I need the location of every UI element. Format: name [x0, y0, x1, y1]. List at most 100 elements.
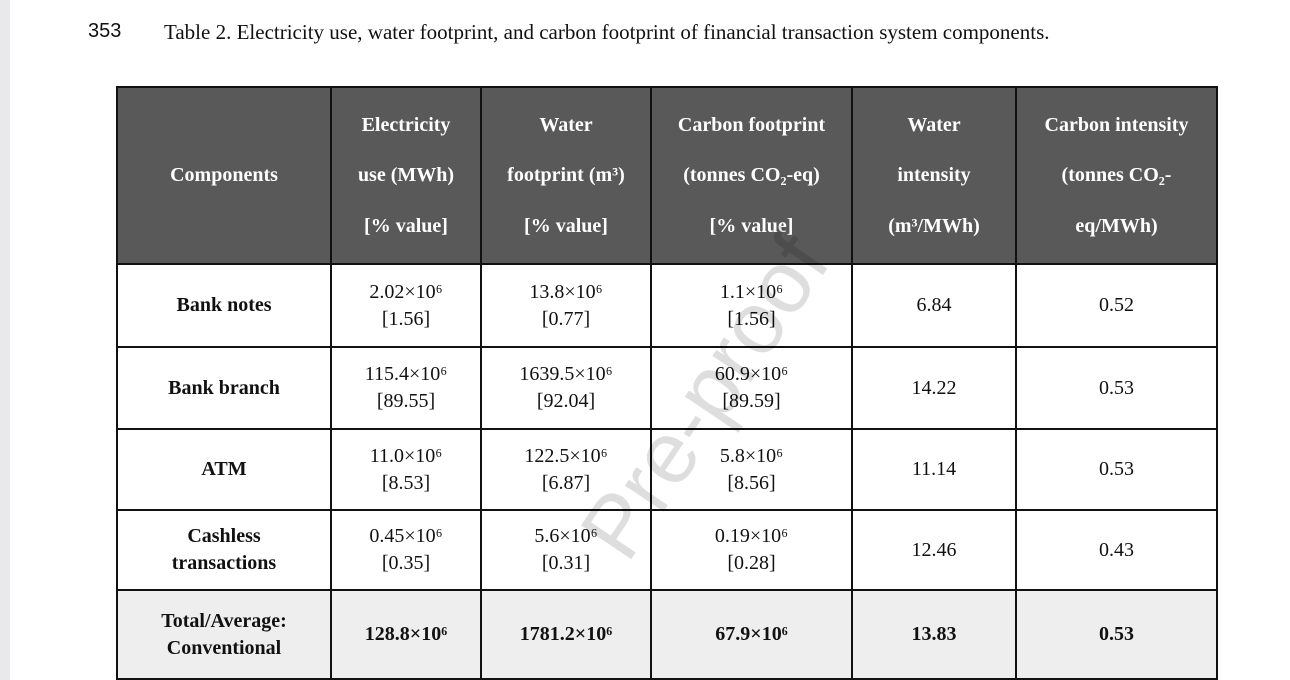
header-cell: Electricity use (MWh) [% value] [332, 88, 482, 265]
table-cell: 0.45×10⁶ [0.35] [332, 511, 482, 591]
cell-text: [6.87] [541, 471, 591, 494]
cell-text: (m³/MWh) [888, 214, 980, 237]
cell-text: [% value] [524, 214, 608, 237]
table-cell: 0.52 [1017, 265, 1218, 348]
cell-text: Bank branch [168, 376, 280, 399]
table-cell: 13.83 [853, 591, 1017, 680]
table-cell: 60.9×10⁶ [89.59] [652, 348, 853, 430]
table-cell: Total/Average: Conventional [118, 591, 332, 680]
cell-text: 11.0×10⁶ [369, 444, 443, 467]
cell-text: transactions [171, 552, 277, 574]
cell-text: Conventional [166, 636, 282, 659]
cell-text: [89.55] [376, 390, 436, 412]
cell-text: 6.84 [916, 294, 952, 316]
cell-text: 14.22 [911, 376, 957, 399]
cell-text: 0.53 [1099, 623, 1134, 645]
cell-text: 60.9×10⁶ [714, 363, 789, 385]
cell-text: [% value] [364, 214, 448, 237]
table-cell: 14.22 [853, 348, 1017, 430]
cell-text: 12.46 [911, 538, 957, 561]
table-cell: 1.1×10⁶ [1.56] [652, 265, 853, 348]
cell-text: 1639.5×10⁶ [519, 363, 613, 385]
cell-text: Bank notes [176, 294, 272, 316]
table-cell: 67.9×10⁶ [652, 591, 853, 680]
cell-text: Carbon intensity [1044, 113, 1189, 136]
cell-text: (tonnes CO₂-eq) [683, 164, 820, 186]
table-cell: 0.19×10⁶ [0.28] [652, 511, 853, 591]
cell-text: 13.8×10⁶ [529, 280, 603, 303]
cell-text: [8.56] [727, 471, 776, 494]
line-number: 353 [88, 20, 122, 42]
cell-text: 5.8×10⁶ [719, 444, 784, 467]
table-cell: 11.0×10⁶ [8.53] [332, 430, 482, 511]
table-cell: Bank branch [118, 348, 332, 430]
cell-text: 128.8×10⁶ [364, 623, 448, 645]
cell-text: [0.35] [381, 552, 431, 574]
cell-text: [92.04] [536, 390, 596, 412]
table-cell: ATM [118, 430, 332, 511]
header-cell: Carbon footprint (tonnes CO₂-eq) [% value] [652, 88, 853, 265]
cell-text: 5.6×10⁶ [534, 525, 598, 547]
cell-text: Water [539, 113, 593, 136]
cell-text: eq/MWh) [1075, 214, 1158, 237]
table-cell: Bank notes [118, 265, 332, 348]
cell-text: [1.56] [381, 307, 431, 330]
cell-text: [1.56] [727, 307, 776, 330]
table-cell: 0.53 [1017, 348, 1218, 430]
cell-text: footprint (m³) [507, 164, 625, 186]
cell-text: Carbon footprint [677, 113, 826, 136]
table-cell: 5.6×10⁶ [0.31] [482, 511, 652, 591]
cell-text: 1.1×10⁶ [719, 280, 784, 303]
cell-text: Electricity [361, 113, 451, 136]
table-cell: 1781.2×10⁶ [482, 591, 652, 680]
cell-text: ATM [201, 458, 247, 480]
cell-text: 115.4×10⁶ [364, 363, 448, 385]
table-cell: 128.8×10⁶ [332, 591, 482, 680]
header-cell: Carbon intensity (tonnes CO₂- eq/MWh) [1017, 88, 1218, 265]
table-cell: 0.43 [1017, 511, 1218, 591]
cell-text: [8.53] [381, 471, 431, 494]
header-cell: Components [118, 88, 332, 265]
cell-text: 13.83 [911, 623, 957, 645]
header-cell: Water intensity (m³/MWh) [853, 88, 1017, 265]
table-cell: 0.53 [1017, 591, 1218, 680]
table-caption: Table 2. Electricity use, water footprin… [164, 20, 1050, 44]
cell-text: [89.59] [722, 390, 781, 412]
cell-text: [0.77] [541, 307, 591, 330]
cell-text: 0.19×10⁶ [714, 525, 789, 547]
table: Components Electricity use (MWh) [% value] W… [116, 86, 1218, 680]
cell-text: Cashless [187, 525, 261, 547]
cell-text: 0.43 [1099, 538, 1134, 561]
cell-text: [0.28] [727, 552, 776, 574]
page-edge [0, 0, 10, 680]
cell-text: Water [907, 113, 961, 136]
cell-text: [0.31] [541, 552, 591, 574]
table-cell: Cashless transactions [118, 511, 332, 591]
cell-text: (tonnes CO₂- [1061, 164, 1172, 186]
cell-text: intensity [897, 164, 971, 186]
cell-text: 0.45×10⁶ [369, 525, 443, 547]
table-cell: 1639.5×10⁶ [92.04] [482, 348, 652, 430]
cell-text: 11.14 [911, 458, 957, 480]
cell-text: 67.9×10⁶ [715, 623, 788, 645]
table-cell: 2.02×10⁶ [1.56] [332, 265, 482, 348]
cell-text: use (MWh) [357, 164, 455, 186]
cell-text: 0.53 [1099, 376, 1134, 399]
cell-text: 122.5×10⁶ [524, 444, 608, 467]
table-cell: 6.84 [853, 265, 1017, 348]
cell-text: Components [170, 164, 278, 186]
table-cell: 13.8×10⁶ [0.77] [482, 265, 652, 348]
table-cell: 12.46 [853, 511, 1017, 591]
table-cell: 11.14 [853, 430, 1017, 511]
table-cell: 0.53 [1017, 430, 1218, 511]
cell-text: [% value] [709, 214, 794, 237]
cell-text: 0.53 [1099, 458, 1134, 480]
cell-text: Total/Average: [161, 609, 287, 632]
cell-text: 0.52 [1099, 294, 1134, 316]
table-cell: 115.4×10⁶ [89.55] [332, 348, 482, 430]
table-cell: 5.8×10⁶ [8.56] [652, 430, 853, 511]
table-cell: 122.5×10⁶ [6.87] [482, 430, 652, 511]
header-cell: Water footprint (m³) [% value] [482, 88, 652, 265]
cell-text: 2.02×10⁶ [369, 280, 443, 303]
